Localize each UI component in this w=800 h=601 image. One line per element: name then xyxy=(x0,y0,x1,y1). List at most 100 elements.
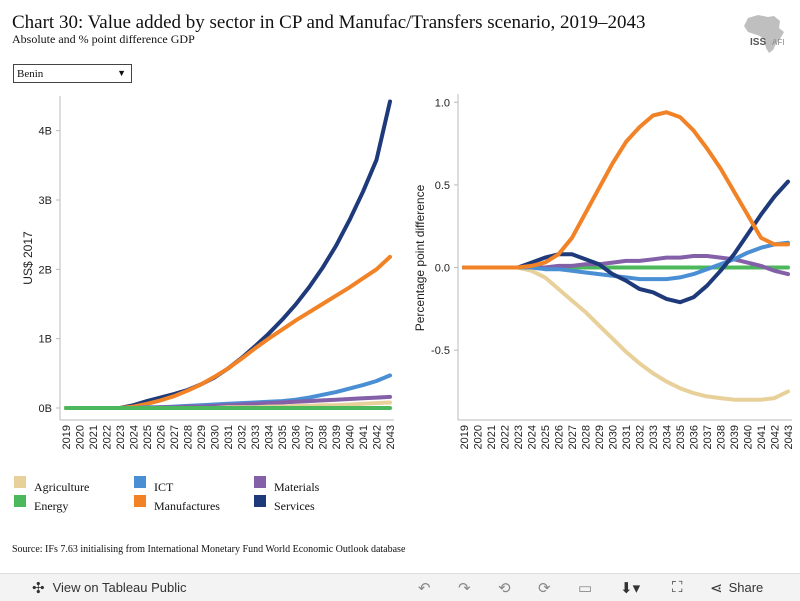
chart-subtitle: Absolute and % point difference GDP xyxy=(12,32,195,46)
x-tick-label: 2024 xyxy=(129,425,141,449)
download-icon: ⬇▾ xyxy=(620,579,641,597)
x-tick-label: 2042 xyxy=(770,425,782,449)
x-tick-label: 2029 xyxy=(594,425,606,449)
x-tick-label: 2030 xyxy=(210,425,222,449)
legend-label-ict[interactable]: ICT xyxy=(154,480,174,494)
x-tick-label: 2039 xyxy=(331,425,343,449)
legend-label-agriculture[interactable]: Agriculture xyxy=(34,480,90,494)
x-tick-label: 2036 xyxy=(689,425,701,449)
y-tick-label: 1.0 xyxy=(435,97,450,109)
x-tick-label: 2025 xyxy=(142,425,154,449)
fullscreen-icon: ⛶ xyxy=(672,579,683,596)
x-tick-label: 2021 xyxy=(486,425,498,449)
redo-button[interactable]: ↷ xyxy=(458,574,471,601)
share-button[interactable]: ⋖ Share xyxy=(710,574,763,601)
series-line-manufactures xyxy=(462,110,790,270)
x-tick-label: 2033 xyxy=(250,425,262,449)
logo-text-afi: AFI xyxy=(772,38,784,47)
y-tick-label: 2B xyxy=(39,264,52,276)
x-tick-label: 2035 xyxy=(675,425,687,449)
x-tick-label: 2032 xyxy=(635,425,647,449)
x-tick-label: 2034 xyxy=(662,425,674,449)
y-tick-label: 0B xyxy=(39,403,52,415)
refresh-icon: ⟳ xyxy=(538,579,551,597)
x-tick-label: 2023 xyxy=(513,425,525,449)
chart-title: Chart 30: Value added by sector in CP an… xyxy=(12,12,646,33)
dropdown-selected-value: Benin xyxy=(17,68,44,80)
source-note: Source: IFs 7.63 initialising from Inter… xyxy=(12,544,406,555)
x-tick-label: 2027 xyxy=(169,425,181,449)
legend-swatch-materials xyxy=(254,476,266,488)
x-tick-label: 2032 xyxy=(237,425,249,449)
x-tick-label: 2037 xyxy=(702,425,714,449)
x-tick-label: 2024 xyxy=(527,425,539,449)
revert-button[interactable]: ⟲ xyxy=(498,574,511,601)
y-tick-label: 0.0 xyxy=(435,263,450,275)
x-tick-label: 2026 xyxy=(156,425,168,449)
x-tick-label: 2038 xyxy=(318,425,330,449)
undo-icon: ↶ xyxy=(418,579,431,597)
y-axis-label: Percentage point difference xyxy=(413,184,427,331)
legend: Agriculture ICT Materials Energy Manufacture… xyxy=(14,476,394,516)
series-line-services xyxy=(64,99,392,410)
tableau-logo-icon: ✣ xyxy=(32,579,45,597)
x-tick-label: 2037 xyxy=(304,425,316,449)
x-tick-label: 2031 xyxy=(223,425,235,449)
x-tick-label: 2025 xyxy=(540,425,552,449)
legend-label-energy[interactable]: Energy xyxy=(34,499,69,513)
share-label: Share xyxy=(728,580,764,595)
x-tick-label: 2021 xyxy=(88,425,100,449)
x-tick-label: 2022 xyxy=(102,425,114,449)
tableau-toolbar: ✣ View on Tableau Public ↶ ↷ ⟲ ⟳ ▭ ⬇▾ ⛶ … xyxy=(0,573,800,601)
x-tick-label: 2019 xyxy=(61,425,73,449)
x-tick-label: 2034 xyxy=(264,425,276,449)
x-tick-label: 2042 xyxy=(372,425,384,449)
refresh-button[interactable]: ⟳ xyxy=(538,574,551,601)
legend-swatch-energy xyxy=(14,495,26,507)
x-tick-label: 2031 xyxy=(621,425,633,449)
legend-label-materials[interactable]: Materials xyxy=(274,480,320,494)
africa-map-icon xyxy=(744,15,784,53)
series-line-agriculture xyxy=(462,265,790,402)
legend-swatch-manufactures xyxy=(134,495,146,507)
y-tick-label: -0.5 xyxy=(431,345,450,357)
x-tick-label: 2023 xyxy=(115,425,127,449)
x-tick-label: 2035 xyxy=(277,425,289,449)
x-tick-label: 2029 xyxy=(196,425,208,449)
logo-text-iss: ISS xyxy=(750,37,766,48)
x-tick-label: 2043 xyxy=(783,425,795,449)
legend-swatch-ict xyxy=(134,476,146,488)
x-tick-label: 2033 xyxy=(648,425,660,449)
pause-button[interactable]: ▭ xyxy=(578,574,592,601)
redo-icon: ↷ xyxy=(458,579,471,597)
download-button[interactable]: ⬇▾ xyxy=(620,574,640,601)
undo-button[interactable]: ↶ xyxy=(418,574,431,601)
country-filter-dropdown[interactable]: Benin ▼ xyxy=(13,64,132,83)
y-tick-label: 4B xyxy=(39,126,52,138)
revert-icon: ⟲ xyxy=(498,579,511,597)
legend-label-manufactures[interactable]: Manufactures xyxy=(154,499,220,513)
x-tick-label: 2026 xyxy=(554,425,566,449)
x-tick-label: 2041 xyxy=(358,425,370,449)
x-tick-label: 2022 xyxy=(500,425,512,449)
x-tick-label: 2030 xyxy=(608,425,620,449)
iss-africa-logo: ISS AFI xyxy=(744,15,784,53)
view-on-tableau-button[interactable]: ✣ View on Tableau Public xyxy=(32,574,187,601)
y-tick-label: 0.5 xyxy=(435,180,450,192)
x-tick-label: 2027 xyxy=(567,425,579,449)
legend-swatch-services xyxy=(254,495,266,507)
x-tick-label: 2036 xyxy=(291,425,303,449)
pause-icon: ▭ xyxy=(578,579,593,597)
triangle-down-icon: ▼ xyxy=(117,68,126,78)
y-tick-label: 1B xyxy=(39,334,52,346)
legend-label-services[interactable]: Services xyxy=(274,499,315,513)
x-tick-label: 2019 xyxy=(459,425,471,449)
y-axis-label: US$ 2017 xyxy=(21,231,35,285)
x-tick-label: 2020 xyxy=(75,425,87,449)
fullscreen-button[interactable]: ⛶ xyxy=(672,574,683,601)
share-icon: ⋖ xyxy=(710,579,723,597)
y-tick-label: 3B xyxy=(39,195,52,207)
x-tick-label: 2043 xyxy=(385,425,397,449)
x-tick-label: 2020 xyxy=(473,425,485,449)
series-line-manufactures xyxy=(64,254,392,410)
